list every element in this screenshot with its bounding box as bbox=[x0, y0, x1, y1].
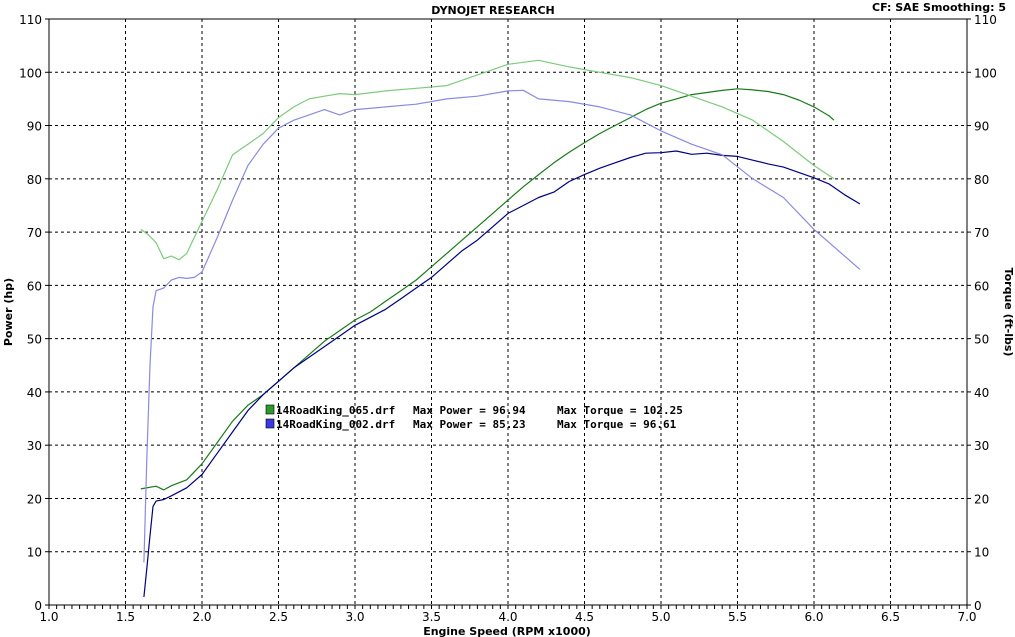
legend-file-run2: 14RoadKing_002.drf bbox=[276, 418, 395, 431]
y-tick-label-right: 0 bbox=[974, 599, 982, 613]
y-tick-label-left: 30 bbox=[27, 439, 42, 453]
x-tick-label: 2.5 bbox=[269, 610, 288, 624]
legend: 14RoadKing_065.drf Max Power = 96.94 Max… bbox=[265, 404, 683, 431]
legend-file-run1: 14RoadKing_065.drf bbox=[276, 404, 395, 417]
x-tick-label: 3.0 bbox=[345, 610, 364, 624]
x-tick-label: 4.0 bbox=[498, 610, 517, 624]
y-axis-label-right: Torque (ft-lbs) bbox=[1002, 268, 1015, 357]
x-tick-label: 5.5 bbox=[728, 610, 747, 624]
x-tick-label: 2.0 bbox=[192, 610, 211, 624]
y-tick-label-left: 20 bbox=[27, 492, 42, 506]
y-tick-label-left: 80 bbox=[27, 173, 42, 187]
y-tick-label-right: 100 bbox=[974, 66, 997, 80]
x-tick-label: 1.0 bbox=[39, 610, 58, 624]
x-tick-label: 6.0 bbox=[804, 610, 823, 624]
series-line-run2-power bbox=[143, 150, 861, 598]
y-tick-label-right: 20 bbox=[974, 492, 989, 506]
y-tick-label-left: 70 bbox=[27, 226, 42, 240]
series-line-run2-torque bbox=[143, 89, 861, 563]
series-layer bbox=[140, 59, 861, 598]
y-tick-label-right: 40 bbox=[974, 386, 989, 400]
x-tick-label: 1.5 bbox=[116, 610, 135, 624]
y-tick-label-left: 100 bbox=[19, 66, 42, 80]
y-tick-label-right: 110 bbox=[974, 13, 997, 27]
y-tick-label-left: 110 bbox=[19, 13, 42, 27]
y-tick-label-right: 60 bbox=[974, 279, 989, 293]
y-tick-label-right: 10 bbox=[974, 546, 989, 560]
legend-max-torque-run2: Max Torque = 96.61 bbox=[557, 418, 677, 431]
x-axis-label: Engine Speed (RPM x1000) bbox=[423, 625, 591, 637]
chart-title: DYNOJET RESEARCH bbox=[431, 4, 554, 17]
y-tick-label-right: 30 bbox=[974, 439, 989, 453]
legend-max-power-run2: Max Power = 85.23 bbox=[413, 418, 526, 431]
y-tick-label-left: 0 bbox=[34, 599, 42, 613]
y-tick-label-left: 10 bbox=[27, 546, 42, 560]
y-axis-right: 0 10 20 30 40 50 60 70 80 90 100 110 bbox=[967, 13, 997, 613]
legend-max-power-run1: Max Power = 96.94 bbox=[413, 404, 526, 417]
series-line-run1-power bbox=[140, 88, 835, 491]
x-tick-label: 7.0 bbox=[957, 610, 976, 624]
y-tick-label-left: 60 bbox=[27, 279, 42, 293]
y-tick-label-left: 40 bbox=[27, 386, 42, 400]
correction-factor-info: CF: SAE Smoothing: 5 bbox=[872, 1, 1006, 14]
legend-max-torque-run1: Max Torque = 102.25 bbox=[557, 404, 683, 417]
y-axis-label-left: Power (hp) bbox=[2, 278, 15, 346]
x-tick-label: 6.5 bbox=[881, 610, 900, 624]
y-tick-label-right: 80 bbox=[974, 173, 989, 187]
y-tick-label-left: 90 bbox=[27, 120, 42, 134]
y-tick-label-right: 50 bbox=[974, 333, 989, 347]
legend-swatch-run2 bbox=[265, 418, 275, 429]
series-line-run1-torque bbox=[140, 59, 835, 261]
y-axis-left: 0 10 20 30 40 50 60 70 80 90 100 110 bbox=[19, 13, 49, 613]
legend-swatch-run1 bbox=[265, 404, 275, 415]
grid-lines bbox=[49, 19, 967, 605]
y-tick-label-right: 90 bbox=[974, 120, 989, 134]
x-tick-label: 5.0 bbox=[651, 610, 670, 624]
y-tick-label-left: 50 bbox=[27, 333, 42, 347]
x-axis: 1.0 1.5 2.0 2.5 3.0 3.5 4.0 4.5 5.0 5.5 6.0 6.5 7.0 bbox=[39, 605, 977, 624]
y-tick-label-right: 70 bbox=[974, 226, 989, 240]
x-tick-label: 4.5 bbox=[575, 610, 594, 624]
x-tick-label: 3.5 bbox=[422, 610, 441, 624]
